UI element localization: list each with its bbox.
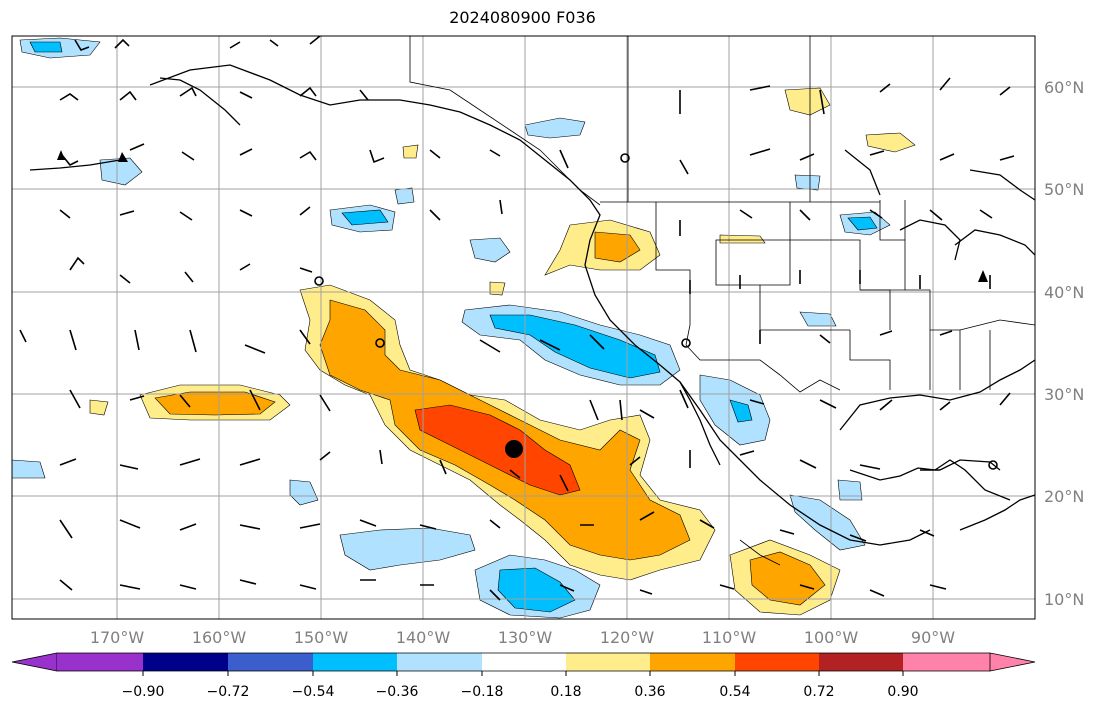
lon-label: 170°W xyxy=(90,628,145,647)
map-title: 2024080900 F036 xyxy=(449,8,596,27)
central-marker xyxy=(505,440,523,458)
colorbar-segment xyxy=(313,653,397,671)
latitude-labels: 60°N 50°N 40°N 30°N 20°N 10°N xyxy=(1044,78,1084,609)
colorbar-segment xyxy=(57,653,143,671)
colorbar-segment xyxy=(482,653,566,671)
colorbar: −0.90 −0.72 −0.54 −0.36 −0.18 0.18 0.36 … xyxy=(11,652,1036,700)
colorbar-segment xyxy=(903,653,990,671)
colorbar-tick: 0.18 xyxy=(550,684,581,700)
colorbar-segment xyxy=(397,653,482,671)
map-area xyxy=(12,36,1035,619)
borders xyxy=(409,36,1035,566)
colorbar-tick: 0.36 xyxy=(634,684,665,700)
colorbar-segment xyxy=(228,653,313,671)
negative-field xyxy=(12,37,891,619)
colorbar-segment xyxy=(819,653,903,671)
calm-circles xyxy=(314,153,998,470)
colorbar-segment xyxy=(650,653,735,671)
colorbar-tick: 0.90 xyxy=(887,684,918,700)
colorbar-segment xyxy=(735,653,819,671)
colorbar-tick: −0.36 xyxy=(376,684,419,700)
colorbar-low-extend xyxy=(11,652,58,672)
colorbar-tick: −0.18 xyxy=(461,684,504,700)
graticule xyxy=(12,36,1035,619)
lon-label: 130°W xyxy=(498,628,553,647)
lon-label: 90°W xyxy=(911,628,955,647)
lat-label: 40°N xyxy=(1044,283,1084,302)
colorbar-segment xyxy=(143,653,228,671)
colorbar-tick: −0.72 xyxy=(207,684,250,700)
lon-label: 100°W xyxy=(804,628,859,647)
wind-barbs xyxy=(19,36,1015,601)
lon-label: 160°W xyxy=(192,628,247,647)
lon-label: 110°W xyxy=(702,628,757,647)
lat-label: 30°N xyxy=(1044,385,1084,404)
colorbar-tick: −0.90 xyxy=(122,684,165,700)
colorbar-tick: 0.72 xyxy=(803,684,834,700)
lat-label: 10°N xyxy=(1044,590,1084,609)
colorbar-tick: −0.54 xyxy=(292,684,335,700)
colorbar-tick: 0.54 xyxy=(719,684,750,700)
lat-label: 50°N xyxy=(1044,180,1084,199)
lon-label: 140°W xyxy=(396,628,451,647)
lat-label: 20°N xyxy=(1044,487,1084,506)
colorbar-segment xyxy=(566,653,650,671)
lat-label: 60°N xyxy=(1044,78,1084,97)
colorbar-high-extend xyxy=(989,652,1036,672)
lon-label: 150°W xyxy=(294,628,349,647)
pennant-flags xyxy=(57,150,988,282)
lon-label: 120°W xyxy=(600,628,655,647)
longitude-labels: 170°W 160°W 150°W 140°W 130°W 120°W 110°… xyxy=(90,628,955,647)
